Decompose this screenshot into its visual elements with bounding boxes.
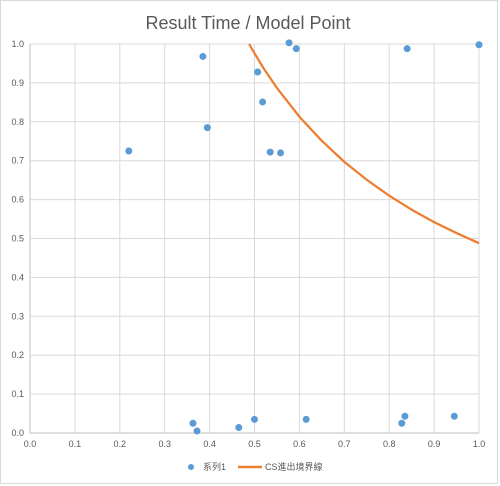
y-tick-label: 0.6 (11, 195, 24, 205)
scatter-point (401, 412, 409, 420)
scatter-point (203, 124, 211, 132)
boundary-line-series (248, 43, 480, 245)
scatter-point (125, 147, 133, 155)
scatter-point (403, 45, 411, 53)
x-tick-label: 0.0 (24, 439, 37, 449)
x-axis-tick-labels: 0.0 0.1 0.2 0.3 0.4 0.5 0.6 0.7 0.8 0.9 1.0 (24, 439, 486, 449)
boundary-line (248, 43, 480, 245)
y-tick-label: 0.1 (11, 389, 24, 399)
scatter-point (251, 415, 258, 423)
gridlines (29, 43, 480, 434)
legend-label-boundary-line: CS進出境界線 (265, 461, 323, 472)
y-tick-label: 0.5 (11, 234, 24, 244)
scatter-point (292, 45, 300, 53)
x-tick-label: 0.9 (428, 439, 441, 449)
x-tick-label: 1.0 (473, 439, 486, 449)
scatter-series (125, 39, 483, 435)
x-tick-label: 0.2 (114, 439, 127, 449)
y-tick-label: 0.3 (11, 311, 24, 321)
scatter-point (199, 52, 207, 60)
x-tick-label: 0.6 (293, 439, 306, 449)
x-tick-label: 0.1 (69, 439, 82, 449)
scatter-point (475, 41, 483, 49)
scatter-point (398, 419, 406, 427)
y-tick-label: 0.9 (11, 78, 24, 88)
scatter-point (254, 68, 262, 76)
y-tick-label: 0.2 (11, 350, 24, 360)
chart-title: Result Time / Model Point (145, 13, 350, 33)
scatter-point (259, 98, 267, 106)
scatter-point (277, 149, 285, 157)
legend: 系列1 CS進出境界線 (188, 461, 323, 472)
x-tick-label: 0.4 (203, 439, 216, 449)
x-tick-label: 0.3 (158, 439, 171, 449)
scatter-point (193, 427, 201, 435)
x-tick-label: 0.5 (248, 439, 261, 449)
legend-label-series1: 系列1 (203, 461, 226, 472)
y-tick-label: 0.4 (11, 272, 24, 282)
x-tick-label: 0.7 (338, 439, 351, 449)
y-axis-tick-labels: 0.0 0.1 0.2 0.3 0.4 0.5 0.6 0.7 0.8 0.9 1.0 (11, 39, 24, 438)
scatter-point (266, 148, 274, 156)
y-tick-label: 0.8 (11, 117, 24, 127)
y-tick-label: 1.0 (11, 39, 24, 49)
y-tick-label: 0.7 (11, 156, 24, 166)
scatter-point (189, 419, 197, 427)
y-tick-label: 0.0 (11, 428, 24, 438)
scatter-point (285, 39, 293, 47)
legend-marker-series1 (188, 464, 194, 470)
scatter-point (235, 424, 243, 432)
x-tick-label: 0.8 (383, 439, 396, 449)
scatter-point (450, 412, 458, 420)
scatter-point (302, 415, 310, 423)
